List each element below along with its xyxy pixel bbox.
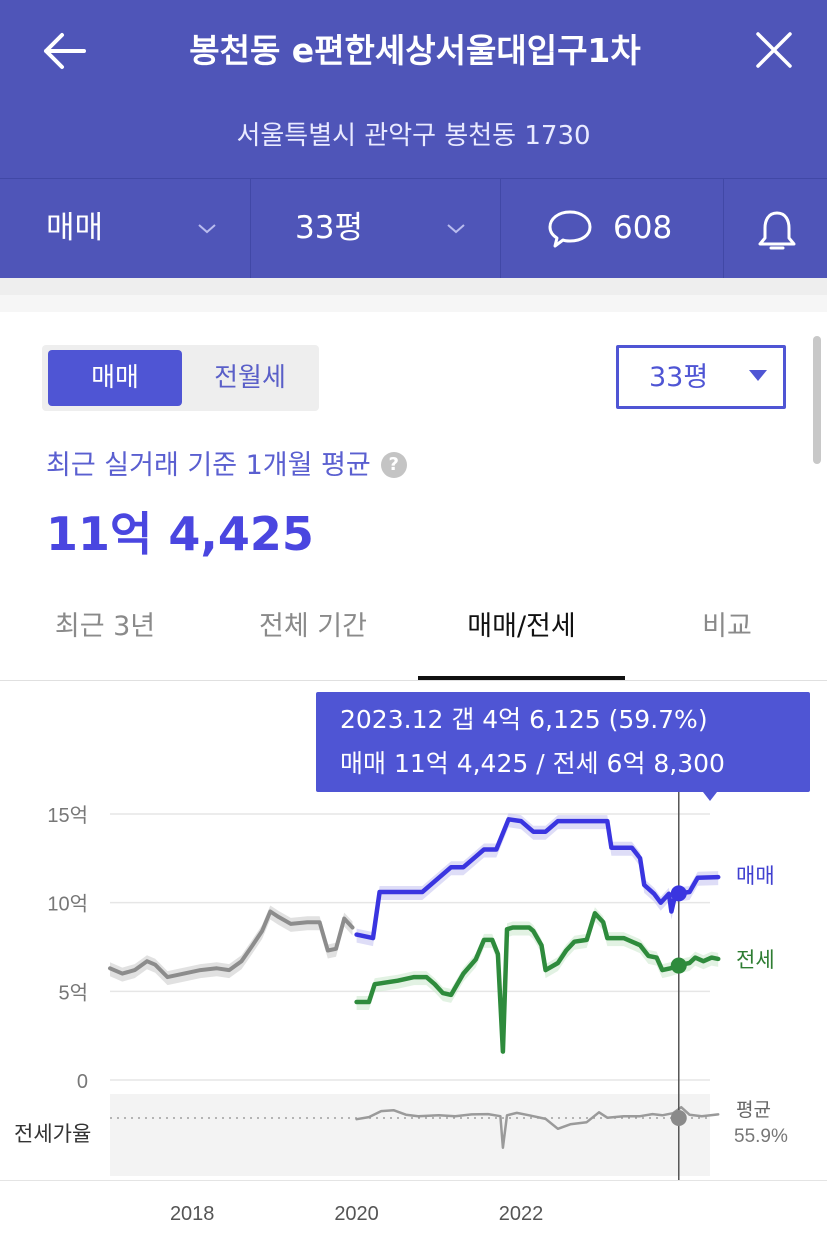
notification-button[interactable]	[724, 179, 827, 278]
chevron-down-icon	[198, 224, 216, 234]
legend-sale: 매매	[736, 865, 775, 888]
tab-sale-jeonse[interactable]: 매매/전세	[418, 596, 625, 680]
ratio-series-line	[355, 1105, 720, 1149]
trade-type-dropdown[interactable]: 매매	[0, 179, 250, 278]
close-icon[interactable]	[752, 28, 796, 72]
x-tick-label: 2022	[499, 1203, 544, 1225]
ratio-average-value: 55.9%	[734, 1126, 788, 1147]
toolbar-divider	[500, 179, 501, 278]
y-tick-label: 10억	[47, 893, 88, 916]
scrollbar-thumb[interactable]	[813, 336, 821, 464]
tooltip-gap-line: 2023.12 갭 4억 6,125 (59.7%)	[340, 705, 708, 734]
chart-grid	[110, 813, 710, 1081]
area-dropdown[interactable]: 33평	[251, 179, 500, 278]
page-title: 봉천동 e편한세상서울대입구1차	[189, 31, 641, 70]
trade-type-segment: 매매 전월세	[42, 345, 319, 411]
y-tick-label: 5억	[58, 981, 88, 1004]
chart-tooltip: 2023.12 갭 4억 6,125 (59.7%) 매매 11억 4,425 …	[316, 692, 810, 792]
tooltip-arrow	[703, 792, 717, 801]
trade-type-label: 매매	[46, 210, 104, 246]
section-gap	[0, 278, 827, 312]
bell-icon	[758, 211, 796, 250]
tab-recent-3y[interactable]: 최근 3년	[54, 611, 156, 642]
price-chart[interactable]: 15억 10억 5억 0 2018 2020 2022 전세가율 매매 전세 평균 55.…	[0, 780, 827, 1243]
chevron-down-icon	[447, 224, 465, 234]
tab-compare[interactable]: 비교	[702, 611, 752, 642]
jeonse-series-line	[354, 911, 721, 1054]
chart-series	[108, 813, 721, 1149]
tab-all-period[interactable]: 전체 기간	[259, 611, 367, 642]
ratio-axis-label: 전세가율	[14, 1123, 91, 1146]
tooltip-price-line: 매매 11억 4,425 / 전세 6억 8,300	[340, 749, 725, 778]
chart-bottom-divider	[0, 1180, 827, 1181]
sale-end-marker	[670, 885, 687, 902]
price-basis-label: 최근 실거래 기준 1개월 평균?	[46, 446, 407, 486]
jeonse-range-band	[356, 907, 719, 1060]
sale-series-line	[354, 817, 721, 941]
history-series-line	[108, 909, 355, 980]
x-tick-label: 2020	[334, 1203, 379, 1225]
toolbar-divider	[723, 179, 724, 278]
ratio-band-background	[110, 1094, 710, 1176]
area-select[interactable]: 33평	[616, 345, 786, 409]
toolbar-divider	[250, 179, 251, 278]
help-icon[interactable]: ?	[380, 451, 407, 478]
period-tabs: 최근 3년 전체 기간 매매/전세 비교	[0, 596, 827, 681]
ratio-average-label: 평균	[736, 1099, 771, 1121]
ratio-end-marker	[670, 1110, 687, 1126]
legend-jeonse: 전세	[736, 949, 775, 972]
area-select-label: 33평	[649, 362, 709, 393]
jeonse-end-marker	[670, 957, 687, 974]
back-arrow-icon[interactable]	[40, 26, 90, 76]
area-label: 33평	[295, 210, 363, 246]
app-header: 봉천동 e편한세상서울대입구1차 서울특별시 관악구 봉천동 1730 매매 3…	[0, 0, 827, 278]
comment-count: 608	[613, 210, 673, 246]
price-basis-text: 최근 실거래 기준 1개월 평균	[46, 450, 371, 481]
history-range-band	[110, 905, 353, 986]
segment-sale[interactable]: 매매	[48, 350, 182, 406]
caret-down-icon	[749, 370, 767, 381]
y-axis-ticks: 15억 10억 5억 0	[47, 804, 88, 1093]
speech-bubble-icon	[548, 210, 592, 248]
series-end-markers	[670, 885, 687, 1126]
segment-rent[interactable]: 전월세	[214, 363, 286, 393]
address-text: 서울특별시 관악구 봉천동 1730	[236, 121, 591, 151]
average-price: 11억 4,425	[46, 507, 314, 561]
x-tick-label: 2018	[170, 1203, 215, 1225]
x-axis-ticks: 2018 2020 2022	[170, 1203, 543, 1225]
y-tick-label: 0	[77, 1071, 88, 1093]
y-tick-label: 15억	[47, 804, 88, 827]
comments-button[interactable]: 608	[501, 179, 723, 278]
header-divider	[0, 178, 827, 179]
